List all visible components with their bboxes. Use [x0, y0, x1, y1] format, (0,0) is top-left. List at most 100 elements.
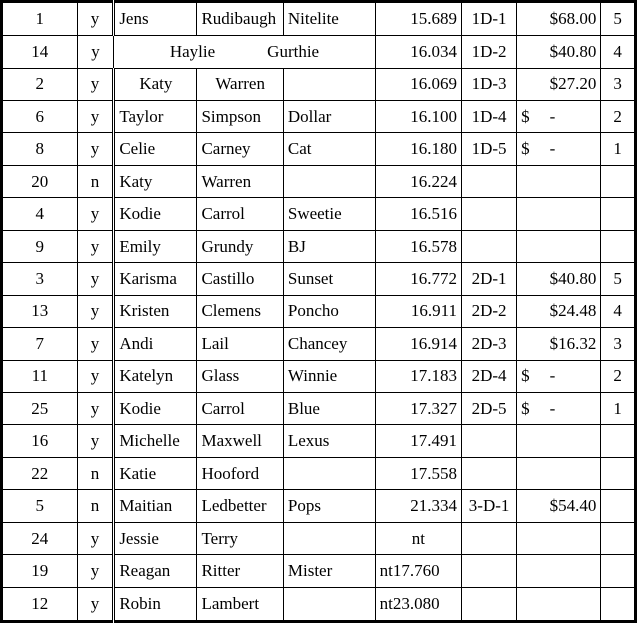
member-flag-cell: y	[76, 327, 115, 361]
table-row: 7 y Andi Lail Chancey 16.914 2D-3 $16.32 3	[0, 327, 637, 361]
division-place-cell: 1D-1	[461, 0, 518, 37]
last-name-cell: Ledbetter	[196, 489, 284, 523]
points-cell: 3	[600, 327, 637, 361]
run-time-cell: 16.069	[374, 67, 463, 102]
table-row: 1 y Jens Rudibaugh Nitelite 15.689 1D-1 $68.00 5	[0, 0, 637, 37]
currency-symbol: $	[521, 106, 530, 126]
last-name-cell: Castillo	[196, 262, 284, 296]
payout-cell: $ -	[516, 391, 602, 426]
payout-dash: -	[549, 398, 556, 418]
first-name-cell: Karisma	[112, 262, 198, 296]
points-cell: 1	[600, 132, 637, 166]
points-cell	[600, 521, 637, 556]
table-row: 8 y Celie Carney Cat 16.180 1D-5 $ -1	[0, 132, 637, 166]
run-time-cell: 21.334	[374, 489, 463, 523]
last-name-cell: Simpson	[196, 100, 284, 134]
payout-cell: $16.32	[516, 327, 602, 361]
payout-cell	[516, 521, 602, 556]
division-place-cell	[461, 424, 518, 458]
draw-number-cell: 9	[0, 229, 78, 264]
horse-name-cell: Dollar	[282, 100, 376, 134]
table-row: 12 y Robin Lambert nt23.080	[0, 586, 637, 623]
table-row: 3 y Karisma Castillo Sunset 16.772 2D-1 $40.80 5	[0, 262, 637, 296]
last-name-cell: Terry	[196, 521, 284, 556]
first-name-cell: Jens	[112, 0, 198, 37]
table-row: 22 n Katie Hooford 17.558	[0, 456, 637, 491]
table-row: 24 y Jessie Terry nt	[0, 521, 637, 556]
table-row: 2 y Katy Warren 16.069 1D-3 $27.20 3	[0, 67, 637, 102]
payout-cell	[516, 586, 602, 623]
first-name-cell: Reagan	[112, 554, 198, 588]
draw-number-cell: 13	[0, 294, 78, 329]
division-place-cell	[461, 197, 518, 231]
horse-name-cell: Lexus	[282, 424, 376, 458]
run-time-cell: 16.180	[374, 132, 463, 166]
horse-name-cell: Mister	[282, 554, 376, 588]
run-time-cell: nt23.080	[374, 586, 463, 623]
run-time-cell: 16.516	[374, 197, 463, 231]
last-name-cell: Lail	[196, 327, 284, 361]
payout-cell: $ -	[516, 132, 602, 166]
table-row: 13 y Kristen Clemens Poncho 16.911 2D-2 $24.48 4	[0, 294, 637, 329]
table-row: 11 y Katelyn Glass Winnie 17.183 2D-4 $ -2	[0, 359, 637, 393]
member-flag-cell: y	[76, 0, 115, 37]
horse-name-cell	[282, 521, 376, 556]
draw-number-cell: 25	[0, 391, 78, 426]
draw-number-cell: 4	[0, 197, 78, 231]
payout-cell: $24.48	[516, 294, 602, 329]
member-flag-cell: y	[76, 67, 115, 102]
payout-cell	[516, 229, 602, 264]
draw-number-cell: 5	[0, 489, 78, 523]
draw-number-cell: 12	[0, 586, 78, 623]
first-name-cell: Taylor	[112, 100, 198, 134]
name-merged-cell: Haylie Gurthie	[113, 35, 376, 69]
horse-name-cell: Chancey	[282, 327, 376, 361]
member-flag-cell: y	[76, 100, 115, 134]
first-name-cell: Celie	[112, 132, 198, 166]
first-name-cell: Robin	[112, 586, 198, 623]
payout-dash: -	[549, 366, 556, 386]
table-row: 25 y Kodie Carrol Blue 17.327 2D-5 $ -1	[0, 391, 637, 426]
table-row: 6 y Taylor Simpson Dollar 16.100 1D-4 $ -2	[0, 100, 637, 134]
first-name-cell: Emily	[112, 229, 198, 264]
last-name-cell: Clemens	[196, 294, 284, 329]
draw-number-cell: 20	[0, 164, 78, 199]
payout-cell: $54.40	[516, 489, 602, 523]
division-place-cell: 2D-4	[461, 359, 518, 393]
draw-number-cell: 19	[0, 554, 78, 588]
last-name-cell: Warren	[196, 164, 284, 199]
run-time-cell: nt17.760	[374, 554, 463, 588]
table-row: 5 n Maitian Ledbetter Pops 21.334 3-D-1 $54.40	[0, 489, 637, 523]
division-place-cell: 2D-1	[461, 262, 518, 296]
last-name-cell: Maxwell	[196, 424, 284, 458]
draw-number-cell: 14	[0, 35, 78, 69]
horse-name-cell: BJ	[282, 229, 376, 264]
run-time-cell: 17.183	[374, 359, 463, 393]
first-name-cell: Katy	[112, 164, 198, 199]
first-name-cell: Katie	[112, 456, 198, 491]
division-place-cell: 1D-4	[461, 100, 518, 134]
first-name-cell: Jessie	[112, 521, 198, 556]
first-name-cell: Andi	[112, 327, 198, 361]
horse-name-cell: Sunset	[282, 262, 376, 296]
horse-name-cell	[282, 164, 376, 199]
member-flag-cell: y	[76, 521, 115, 556]
member-flag-cell: y	[76, 586, 115, 623]
points-cell	[600, 197, 637, 231]
member-flag-cell: y	[76, 424, 115, 458]
points-cell: 2	[600, 359, 637, 393]
last-name-cell: Ritter	[196, 554, 284, 588]
payout-cell: $68.00	[516, 0, 602, 37]
horse-name-cell	[282, 586, 376, 623]
draw-number-cell: 16	[0, 424, 78, 458]
horse-name-cell	[282, 67, 376, 102]
payout-cell: $40.80	[516, 35, 602, 69]
last-name-cell: Grundy	[196, 229, 284, 264]
payout-cell	[516, 197, 602, 231]
member-flag-cell: y	[76, 554, 115, 588]
member-flag-cell: n	[76, 164, 115, 199]
member-flag-cell: y	[76, 294, 115, 329]
run-time-cell: 17.327	[374, 391, 463, 426]
table-row: 19 y Reagan Ritter Mister nt17.760	[0, 554, 637, 588]
